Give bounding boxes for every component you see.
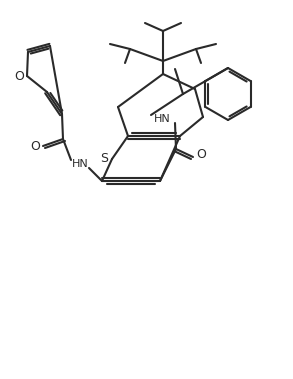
Text: HN: HN <box>71 159 88 169</box>
Text: O: O <box>14 69 24 83</box>
Text: HN: HN <box>154 114 170 124</box>
Text: O: O <box>30 139 40 152</box>
Text: O: O <box>196 149 206 161</box>
Text: S: S <box>100 152 108 166</box>
